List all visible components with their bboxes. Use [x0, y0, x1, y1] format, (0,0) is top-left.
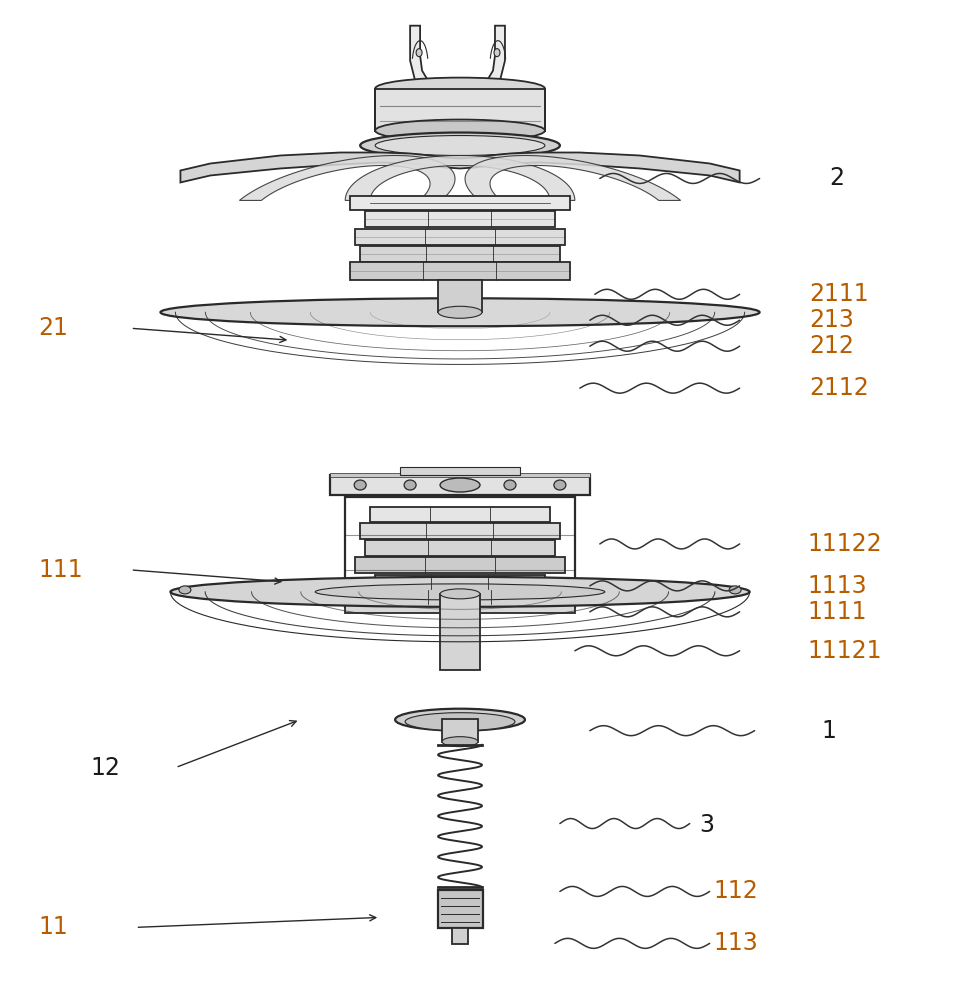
- Text: 2112: 2112: [810, 376, 869, 400]
- Ellipse shape: [404, 480, 416, 490]
- Text: 113: 113: [714, 931, 758, 955]
- FancyBboxPatch shape: [438, 890, 483, 928]
- Ellipse shape: [375, 120, 545, 142]
- Ellipse shape: [360, 133, 560, 158]
- FancyBboxPatch shape: [365, 540, 554, 556]
- Text: 11121: 11121: [808, 639, 882, 663]
- Polygon shape: [477, 26, 505, 91]
- Ellipse shape: [440, 478, 480, 492]
- Ellipse shape: [170, 577, 750, 607]
- Text: 12: 12: [91, 756, 121, 780]
- Ellipse shape: [438, 306, 482, 318]
- FancyBboxPatch shape: [440, 594, 480, 670]
- Polygon shape: [465, 156, 681, 200]
- FancyBboxPatch shape: [330, 473, 590, 477]
- FancyBboxPatch shape: [351, 262, 570, 280]
- Text: 3: 3: [699, 813, 715, 837]
- FancyBboxPatch shape: [351, 196, 570, 210]
- Ellipse shape: [504, 480, 516, 490]
- Ellipse shape: [355, 480, 366, 490]
- Text: 111: 111: [39, 558, 83, 582]
- Text: 1111: 1111: [808, 600, 867, 624]
- Ellipse shape: [554, 480, 566, 490]
- Polygon shape: [345, 156, 575, 200]
- FancyBboxPatch shape: [442, 719, 478, 742]
- Ellipse shape: [454, 480, 466, 490]
- FancyBboxPatch shape: [360, 523, 560, 539]
- Text: 2111: 2111: [810, 282, 869, 306]
- Ellipse shape: [440, 589, 480, 599]
- Text: 1113: 1113: [808, 574, 867, 598]
- Text: 1: 1: [821, 719, 837, 743]
- Ellipse shape: [375, 136, 545, 155]
- Ellipse shape: [494, 49, 500, 57]
- Polygon shape: [240, 156, 455, 200]
- Ellipse shape: [405, 713, 515, 731]
- FancyBboxPatch shape: [438, 280, 482, 312]
- Ellipse shape: [395, 709, 525, 731]
- FancyBboxPatch shape: [345, 605, 575, 613]
- FancyBboxPatch shape: [360, 246, 560, 262]
- Text: 21: 21: [39, 316, 69, 340]
- Text: 2: 2: [830, 166, 844, 190]
- Ellipse shape: [442, 737, 478, 747]
- Ellipse shape: [419, 80, 425, 85]
- FancyBboxPatch shape: [355, 229, 565, 245]
- Polygon shape: [411, 26, 438, 91]
- Ellipse shape: [375, 78, 545, 100]
- Text: 11: 11: [39, 915, 69, 939]
- Text: 213: 213: [810, 308, 854, 332]
- Polygon shape: [181, 153, 740, 182]
- Ellipse shape: [729, 586, 741, 594]
- FancyBboxPatch shape: [330, 475, 590, 495]
- Ellipse shape: [315, 584, 605, 600]
- FancyBboxPatch shape: [400, 467, 520, 475]
- FancyBboxPatch shape: [452, 928, 468, 944]
- Text: 11122: 11122: [808, 532, 882, 556]
- FancyBboxPatch shape: [375, 89, 545, 131]
- Ellipse shape: [416, 49, 422, 57]
- FancyBboxPatch shape: [370, 507, 550, 522]
- FancyBboxPatch shape: [365, 590, 554, 604]
- FancyBboxPatch shape: [355, 557, 565, 573]
- Text: 212: 212: [810, 334, 854, 358]
- FancyBboxPatch shape: [365, 211, 554, 227]
- Text: 112: 112: [714, 879, 758, 903]
- Ellipse shape: [160, 298, 759, 326]
- Ellipse shape: [179, 586, 191, 594]
- FancyBboxPatch shape: [375, 575, 545, 589]
